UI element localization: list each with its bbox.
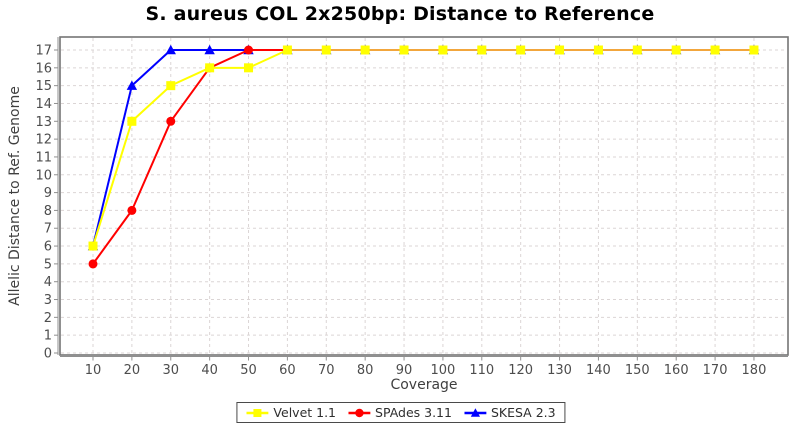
legend-item-spades-3-11: SPAdes 3.11 [348, 405, 452, 420]
x-tick-label: 100 [431, 363, 456, 378]
square-marker-icon [205, 63, 215, 73]
x-tick-label: 90 [396, 363, 413, 378]
gridlines [61, 38, 787, 354]
legend-triangle-up-marker-icon [463, 407, 486, 417]
x-tick-label: 180 [742, 363, 767, 378]
x-axis-label: Coverage [390, 377, 458, 393]
legend-item-label: Velvet 1.1 [273, 405, 337, 420]
chart-title: S. aureus COL 2x250bp: Distance to Refer… [145, 3, 655, 25]
series-segment [248, 49, 288, 69]
square-marker-icon [166, 81, 176, 91]
x-tick-label: 140 [586, 363, 611, 378]
axes [54, 37, 788, 361]
series-velvet-1-1-markers [88, 45, 759, 251]
legend-item-skesa-2-3: SKESA 2.3 [463, 405, 556, 420]
y-tick-label: 6 [44, 240, 52, 255]
y-tick-label: 1 [44, 329, 52, 344]
y-tick-label: 11 [35, 150, 52, 165]
legend-item-label: SPAdes 3.11 [375, 405, 452, 420]
x-tick-label: 10 [85, 363, 102, 378]
x-tick-label: 60 [279, 363, 296, 378]
square-marker-icon [632, 45, 642, 55]
triangle-marker-icon [165, 44, 176, 55]
square-marker-icon [671, 45, 681, 55]
y-tick-label: 17 [35, 44, 52, 59]
circle-marker-icon [354, 408, 364, 417]
legend-circle-marker-icon [348, 408, 371, 417]
y-tick-label: 13 [35, 115, 52, 130]
circle-marker-icon [166, 116, 176, 126]
y-tick-label: 14 [35, 97, 52, 112]
square-marker-icon [127, 116, 137, 126]
series-segment [169, 67, 211, 122]
triangle-marker-icon [126, 80, 138, 90]
legend-item-velvet-1-1: Velvet 1.1 [246, 405, 336, 420]
x-tick-label: 20 [124, 363, 141, 378]
x-tick-labels: 10 20 30 40 50 60 70 80 90 100 110 120 130 140 150 160 1… [85, 363, 767, 378]
triangle-marker-icon [204, 44, 215, 55]
plot-background [60, 37, 788, 355]
square-marker-icon [399, 45, 409, 55]
square-marker-icon [244, 63, 254, 73]
x-tick-label: 70 [318, 363, 335, 378]
circle-marker-icon [244, 45, 254, 55]
series-segment [131, 84, 172, 123]
legend-square-marker-icon [246, 408, 269, 417]
y-tick-label: 12 [35, 133, 52, 148]
circle-marker-icon [127, 205, 137, 215]
y-tick-label: 16 [35, 61, 52, 76]
circle-marker-icon [88, 259, 98, 269]
legend: Velvet 1.1 SPAdes 3.11 SKESA 2.3 [236, 402, 566, 423]
square-marker-icon [555, 45, 565, 55]
square-marker-icon [516, 45, 526, 55]
series-segment [92, 120, 133, 247]
legend-item-label: SKESA 2.3 [490, 405, 556, 420]
square-marker-icon [477, 45, 487, 55]
x-tick-label: 50 [240, 363, 257, 378]
square-marker-icon [360, 45, 370, 55]
x-tick-label: 150 [625, 363, 650, 378]
x-tick-label: 30 [162, 363, 179, 378]
series-segment [170, 66, 211, 87]
square-marker-icon [88, 241, 98, 251]
y-tick-label: 15 [35, 79, 52, 94]
series-segment [130, 120, 172, 211]
y-tick-label: 5 [44, 257, 52, 272]
square-marker-icon [321, 45, 331, 55]
x-tick-label: 170 [703, 363, 728, 378]
x-tick-label: 110 [469, 363, 494, 378]
y-tick-label: 7 [44, 222, 52, 237]
series-velvet-1-1 [92, 49, 754, 247]
y-tick-label: 2 [44, 311, 52, 326]
series-segment [92, 209, 133, 265]
y-tick-label: 9 [44, 186, 52, 201]
series-segment [131, 49, 172, 87]
square-marker-icon [438, 45, 448, 55]
square-marker-icon [253, 408, 262, 417]
x-tick-label: 80 [357, 363, 374, 378]
x-tick-label: 120 [508, 363, 533, 378]
square-marker-icon [282, 45, 292, 55]
triangle-marker-icon [470, 407, 480, 417]
square-marker-icon [593, 45, 603, 55]
y-tick-label: 4 [44, 275, 52, 290]
plot-border [59, 36, 789, 356]
x-tick-label: 130 [547, 363, 572, 378]
square-marker-icon [749, 45, 759, 55]
y-tick-label: 10 [35, 168, 52, 183]
y-tick-label: 0 [44, 347, 52, 362]
y-tick-label: 8 [44, 204, 52, 219]
square-marker-icon [710, 45, 720, 55]
x-tick-label: 160 [664, 363, 689, 378]
series-segment [209, 49, 249, 69]
series-segment [92, 85, 133, 247]
y-tick-label: 3 [44, 293, 52, 308]
x-tick-label: 40 [201, 363, 218, 378]
